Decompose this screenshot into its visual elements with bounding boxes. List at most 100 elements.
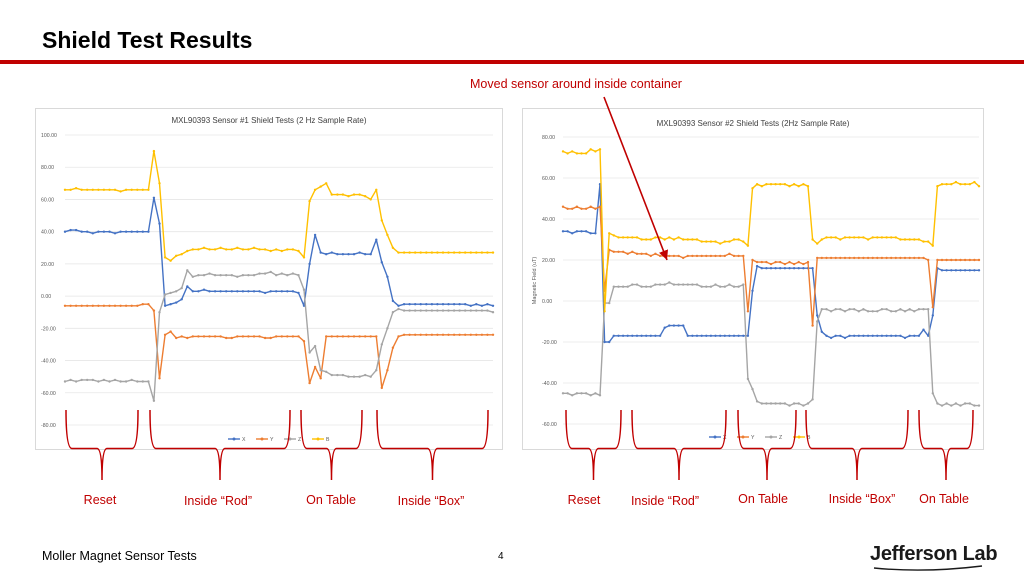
data-point-Y (968, 258, 971, 262)
data-point-Y (589, 205, 592, 208)
data-point-B (631, 236, 634, 239)
data-point-Y (950, 258, 953, 262)
data-point-X (695, 334, 699, 337)
data-point-X (719, 334, 722, 337)
data-point-B (811, 238, 814, 241)
data-point-X (258, 290, 261, 293)
data-point-X (158, 222, 161, 225)
data-point-Z (820, 308, 823, 311)
data-point-X (480, 304, 484, 307)
data-point-X (945, 269, 948, 272)
data-point-B (213, 248, 217, 251)
data-point-B (668, 236, 671, 239)
data-point-X (968, 269, 971, 272)
data-point-B (695, 238, 699, 241)
data-point-X (742, 334, 745, 337)
data-point-Y (645, 252, 648, 255)
data-point-Z (746, 377, 750, 381)
data-point-Y (336, 335, 339, 338)
data-point-B (584, 152, 588, 155)
data-point-Y (885, 256, 888, 260)
data-point-Y (397, 335, 400, 338)
data-point-X (108, 230, 111, 233)
data-point-B (375, 188, 378, 191)
data-point-Y (208, 335, 211, 338)
data-point-B (436, 251, 439, 254)
data-point-Z (691, 283, 694, 286)
data-point-Z (208, 272, 211, 275)
data-point-Z (480, 309, 484, 312)
data-point-Y (940, 258, 944, 262)
chart-sensor-2-svg: MXL90393 Sensor #2 Shield Tests (2Hz Sam… (532, 119, 981, 441)
data-point-Y (954, 258, 958, 262)
chart-sensor-1-svg: MXL90393 Sensor #1 Shield Tests (2 Hz Sa… (41, 116, 495, 443)
data-point-X (86, 230, 89, 233)
data-point-Y (903, 256, 907, 260)
data-point-B (816, 242, 819, 245)
data-point-Y (269, 336, 272, 340)
data-point-B (950, 183, 953, 186)
data-point-Z (130, 378, 133, 382)
data-point-Y (695, 254, 699, 258)
data-point-X (347, 253, 350, 256)
data-point-Z (640, 285, 643, 288)
data-point-B (452, 251, 456, 254)
data-point-B (458, 251, 461, 254)
data-point-X (931, 314, 934, 317)
data-point-Y (119, 304, 122, 307)
data-point-B (86, 188, 89, 191)
data-point-Z (917, 308, 921, 311)
data-point-B (843, 236, 847, 239)
data-point-Y (486, 333, 489, 336)
data-point-Y (742, 254, 745, 258)
data-point-X (286, 290, 289, 293)
data-point-X (728, 334, 731, 337)
data-point-Y (163, 333, 167, 336)
data-point-B (885, 236, 888, 239)
data-point-X (391, 299, 395, 303)
data-point-B (341, 193, 345, 196)
data-point-X (954, 269, 958, 272)
data-point-B (742, 240, 745, 243)
data-point-Z (147, 380, 150, 383)
data-point-B (102, 188, 106, 191)
data-point-Z (885, 308, 888, 311)
data-point-Y (291, 335, 295, 338)
data-point-Y (108, 304, 111, 307)
data-point-Y (686, 254, 689, 258)
data-point-B (480, 251, 484, 254)
data-point-B (441, 251, 445, 254)
data-point-Z (313, 344, 317, 348)
data-point-B (191, 248, 194, 251)
data-point-Z (402, 309, 406, 312)
data-point-Y (452, 333, 456, 336)
data-point-Z (136, 380, 139, 383)
data-point-Y (180, 335, 183, 338)
data-point-B (783, 183, 787, 186)
data-point-B (792, 183, 796, 186)
data-point-X (635, 334, 639, 337)
data-point-X (871, 334, 874, 337)
data-point-Y (751, 258, 754, 262)
data-point-Y (286, 335, 289, 338)
data-point-Z (936, 402, 939, 405)
data-point-Z (561, 392, 565, 395)
data-point-Z (369, 375, 372, 378)
data-point-Y (124, 304, 128, 307)
data-point-Z (774, 402, 777, 405)
data-point-Y (97, 304, 100, 307)
data-point-B (313, 188, 317, 191)
data-point-X (589, 232, 592, 235)
data-point-B (913, 238, 916, 241)
data-point-Y (475, 333, 478, 336)
data-point-B (954, 180, 958, 184)
data-point-B (230, 248, 233, 251)
data-point-X (419, 303, 422, 306)
data-point-B (825, 236, 828, 239)
data-point-Y (313, 365, 317, 369)
data-point-B (425, 251, 428, 254)
data-point-Z (436, 309, 439, 312)
data-point-Y (302, 340, 306, 343)
data-point-Y (447, 333, 450, 336)
y-tick-label: 0.00 (41, 294, 51, 300)
